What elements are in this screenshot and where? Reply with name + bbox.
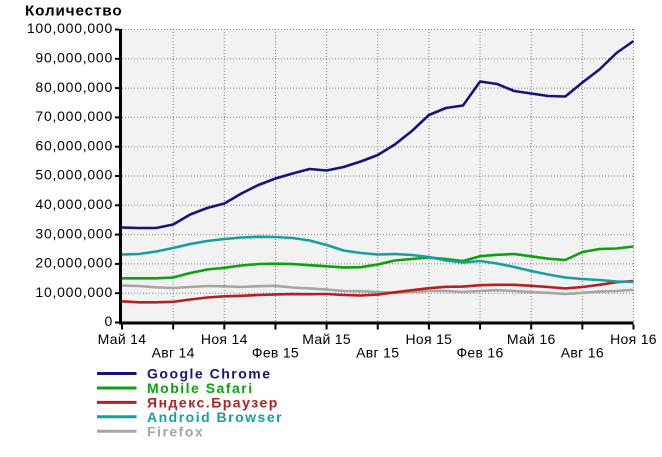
- svg-text:Май 14: Май 14: [98, 331, 147, 347]
- svg-text:0: 0: [104, 313, 113, 329]
- svg-text:Май 15: Май 15: [302, 331, 351, 347]
- svg-text:Авг 16: Авг 16: [561, 344, 604, 360]
- svg-text:100,000,000: 100,000,000: [27, 20, 113, 36]
- svg-text:Google Chrome: Google Chrome: [147, 366, 272, 382]
- svg-text:50,000,000: 50,000,000: [35, 167, 113, 183]
- svg-text:90,000,000: 90,000,000: [35, 50, 113, 66]
- svg-text:30,000,000: 30,000,000: [35, 225, 113, 241]
- svg-text:20,000,000: 20,000,000: [35, 255, 113, 271]
- svg-text:60,000,000: 60,000,000: [35, 137, 113, 153]
- svg-text:Фев 15: Фев 15: [252, 344, 299, 360]
- svg-text:Авг 15: Авг 15: [356, 344, 399, 360]
- svg-text:Ноя 15: Ноя 15: [406, 331, 453, 347]
- svg-text:40,000,000: 40,000,000: [35, 196, 113, 212]
- svg-text:Ноя 14: Ноя 14: [201, 331, 248, 347]
- svg-text:Ноя 16: Ноя 16: [610, 331, 657, 347]
- svg-text:Количество: Количество: [25, 2, 123, 19]
- svg-text:Авг 14: Авг 14: [152, 344, 195, 360]
- svg-text:Май 16: Май 16: [507, 331, 556, 347]
- svg-text:Яндекс.Браузер: Яндекс.Браузер: [147, 395, 279, 411]
- svg-text:10,000,000: 10,000,000: [35, 284, 113, 300]
- svg-text:Firefox: Firefox: [147, 423, 204, 439]
- svg-text:80,000,000: 80,000,000: [35, 79, 113, 95]
- svg-text:Android Browser: Android Browser: [147, 409, 283, 425]
- svg-text:70,000,000: 70,000,000: [35, 108, 113, 124]
- svg-text:Mobile Safari: Mobile Safari: [147, 380, 254, 396]
- svg-text:Фев 16: Фев 16: [456, 344, 503, 360]
